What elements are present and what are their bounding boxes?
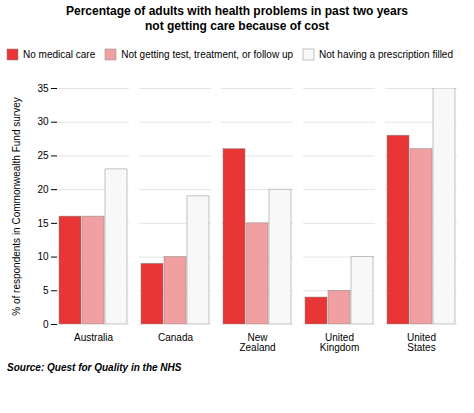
svg-text:0: 0 xyxy=(43,319,49,330)
svg-text:UnitedKingdom: UnitedKingdom xyxy=(320,332,359,353)
svg-text:15: 15 xyxy=(37,218,49,229)
html-text:not getting care because of co: not getting care because of cost xyxy=(145,19,329,33)
html-text:Not having a prescription fill: Not having a prescription filled xyxy=(319,49,453,60)
html-text:No medical care: No medical care xyxy=(23,49,96,60)
html-text:Not getting test, treatment, o: Not getting test, treatment, or follow u… xyxy=(121,49,293,60)
svg-text:% of respondents in Commonweal: % of respondents in Commonwealth Fund su… xyxy=(11,97,22,315)
svg-text:UnitedStates: UnitedStates xyxy=(407,332,436,353)
svg-text:Canada: Canada xyxy=(158,332,193,343)
svg-text:35: 35 xyxy=(37,83,49,94)
html-text:Source: Quest for Quality in t: Source: Quest for Quality in the NHS xyxy=(7,362,182,373)
svg-text:NewZealand: NewZealand xyxy=(239,332,275,353)
html-text:Percentage of adults with heal: Percentage of adults with health problem… xyxy=(66,4,408,18)
svg-text:Australia: Australia xyxy=(74,332,113,343)
svg-text:5: 5 xyxy=(43,285,49,296)
svg-text:20: 20 xyxy=(37,184,49,195)
svg-text:30: 30 xyxy=(37,116,49,127)
svg-text:25: 25 xyxy=(37,150,49,161)
svg-text:10: 10 xyxy=(37,251,49,262)
